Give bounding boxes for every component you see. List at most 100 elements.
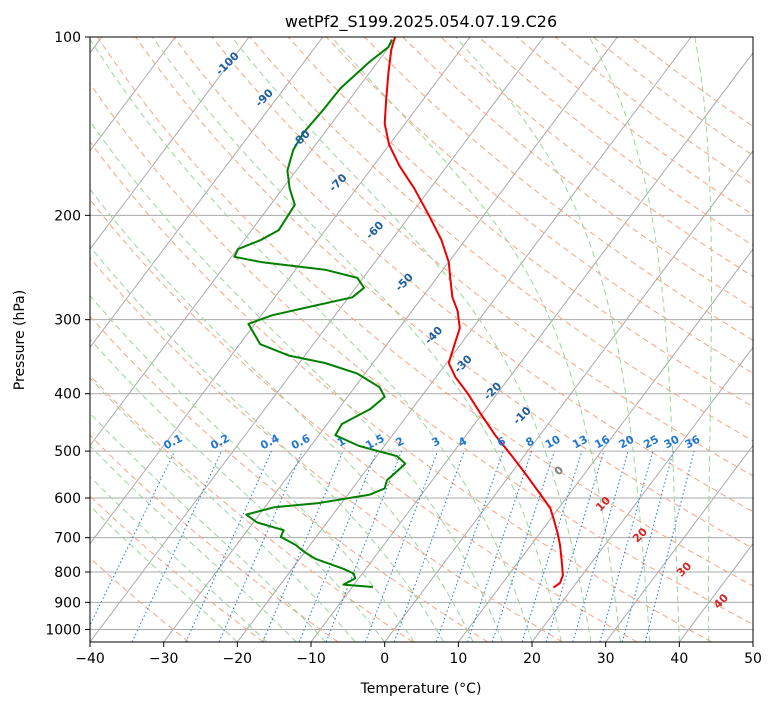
mixing-ratio-label: 16 (592, 433, 612, 452)
mixing-ratio-label: 1.5 (363, 432, 386, 453)
dry-adiabat-label: -50 (393, 270, 416, 293)
moist-adiabat-line (90, 295, 415, 642)
x-axis: −40 −30 −20 −10 0 10 20 30 40 50 (75, 642, 762, 667)
mixing-ratio-label: 0.6 (289, 432, 313, 453)
moist-adiabat-line (694, 37, 712, 642)
isotherm-line (90, 37, 250, 250)
mixing-ratio-label: 2 (393, 434, 406, 449)
dry-adiabat-line (173, 37, 753, 513)
plot-lines (233, 37, 564, 589)
dry-adiabat-line (402, 37, 753, 309)
dry-adiabat-line (478, 37, 753, 246)
mixing-ratio-line (545, 450, 605, 642)
mixing-ratio-line (393, 450, 465, 642)
moist-adiabat-line (90, 338, 386, 642)
x-tick-label: −10 (296, 651, 326, 667)
x-tick-label: 30 (597, 651, 615, 667)
plot-frame (89, 36, 754, 643)
y-tick-label: 200 (54, 208, 81, 224)
y-tick-label: 800 (54, 565, 81, 581)
x-tick-label: −40 (75, 651, 105, 667)
y-tick-label: 900 (54, 595, 81, 611)
x-tick-label: 0 (380, 651, 389, 667)
x-axis-title: Temperature (°C) (360, 681, 482, 697)
isotherm-line (605, 444, 753, 642)
dry-adiabat-line (90, 257, 563, 642)
moist-adiabat-line (90, 505, 238, 642)
temperature-profile-line (383, 37, 564, 589)
dry-adiabat-line (440, 37, 753, 278)
mixing-ratio-line (185, 450, 272, 642)
mixing-ratio-label: 4 (456, 434, 469, 449)
y-axis-title: Pressure (hPa) (12, 290, 28, 390)
y-tick-label: 500 (54, 444, 81, 460)
dry-adiabat-label: -100 (213, 49, 242, 78)
moist-adiabat-line (455, 37, 651, 642)
isotherm-line (90, 37, 324, 349)
isotherm-line (384, 150, 753, 642)
mixing-ratio-line (325, 450, 402, 642)
dry-adiabat-line (90, 198, 638, 642)
moist-adiabat-line (90, 120, 503, 642)
x-tick-label: 50 (744, 651, 762, 667)
dry-adiabat-line (96, 37, 753, 587)
dry-adiabat-line (364, 37, 753, 341)
moist-adiabat-label: 0 (552, 463, 567, 478)
dry-adiabat-label: -10 (511, 404, 534, 427)
y-tick-label: 300 (54, 313, 81, 329)
x-tick-label: 10 (449, 651, 467, 667)
x-tick-label: 40 (670, 651, 688, 667)
mixing-ratio-line (599, 450, 654, 642)
x-tick-label: 20 (523, 651, 541, 667)
mixing-ratio-label: 25 (641, 433, 661, 452)
dry-adiabat-label: -20 (481, 379, 504, 402)
y-tick-label: 400 (54, 387, 81, 403)
isotherm-line (752, 641, 753, 642)
chart-title: wetPf2_S199.2025.054.07.19.C26 (285, 12, 557, 32)
mixing-ratio-label: 0.2 (208, 432, 231, 453)
isotherm-line (90, 37, 471, 545)
dry-adiabat-label: -40 (422, 324, 445, 347)
y-tick-label: 700 (54, 531, 81, 547)
dry-adiabat-line (211, 37, 753, 477)
y-tick-label: 1000 (45, 622, 81, 638)
isotherm-line (236, 37, 692, 642)
isotherm-line (163, 37, 618, 642)
moist-adiabat-line (90, 38, 533, 642)
mixing-ratio-line (491, 450, 555, 642)
isotherm-line (678, 542, 753, 642)
mixing-ratio-line (262, 450, 344, 642)
mixing-ratio-label: 20 (617, 433, 637, 452)
x-tick-label: −30 (149, 651, 179, 667)
y-tick-label: 100 (54, 30, 81, 46)
plot-annotations: 0.1 0.2 0.4 0.6 1 1.5 2 3 4 6 8 10 13 16 20 25 30 36-100-… (161, 49, 731, 611)
isotherm-line (310, 51, 753, 642)
dewpoint-profile-line (233, 39, 407, 588)
mixing-ratio-label: 3 (430, 434, 443, 449)
mixing-ratio-label: 6 (495, 434, 508, 449)
mixing-ratio-line (644, 450, 695, 642)
mixing-ratio-line (521, 450, 583, 642)
dry-adiabat-line (554, 37, 753, 186)
dry-adiabat-line (287, 37, 753, 408)
mixing-ratio-line (435, 450, 504, 642)
isotherm-line (457, 248, 753, 642)
mixing-ratio-label: 1 (335, 434, 348, 449)
mixing-ratio-label: 0.4 (258, 432, 282, 453)
isotherm-line (531, 346, 753, 642)
mixing-ratio-line (572, 450, 629, 642)
dry-adiabat-line (90, 83, 753, 625)
moist-adiabat-line (90, 445, 297, 642)
mixing-ratio-line (218, 450, 303, 642)
moist-adiabat-line (152, 37, 562, 642)
dry-adiabat-label: -60 (363, 218, 386, 241)
dry-adiabat-line (90, 374, 414, 642)
mixing-ratio-label: 0.1 (161, 432, 184, 453)
moist-adiabat-line (90, 412, 327, 642)
mixing-ratio-label: 10 (543, 433, 563, 452)
dry-adiabat-line (249, 37, 753, 442)
y-axis: 100 200 300 400 500 600 700 800 900 1000 (45, 30, 90, 638)
moist-adiabat-label: 40 (711, 591, 731, 611)
moist-adiabat-line (90, 188, 474, 642)
